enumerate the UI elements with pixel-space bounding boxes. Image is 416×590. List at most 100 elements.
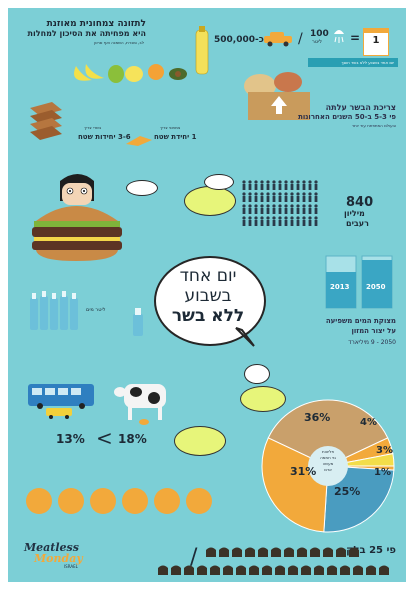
person-icon [266,216,270,226]
person-icon [254,204,258,214]
person-icon [284,180,288,190]
person-icon [296,204,300,214]
savings-banner: יום אחד בשבוע ללא בשר חוסך [308,58,398,67]
stat-dot-4 [122,488,148,514]
pie-slice [323,465,395,533]
bread-icon [197,565,207,575]
pie-center-line2: גזי חממה [320,455,336,460]
pie-label-3: 3% [376,445,393,456]
person-icon [296,216,300,226]
person-icon [242,192,246,202]
divider-slash: / [298,31,303,47]
person-icon [242,180,246,190]
water-demand-line3: 2050 - 9 מיליארד [348,339,396,346]
person-icon [302,204,306,214]
bread-icon [323,547,333,557]
glass-year-2013: 2013 [330,283,350,291]
pie-center-line1: פליטות [322,449,334,454]
central-bubble-tail [235,327,255,347]
stat-dot-3 [90,488,116,514]
bread-icon [353,565,363,575]
bread-icon [249,565,259,575]
glass-year-2050: 2050 [366,283,386,291]
person-icon [248,204,252,214]
bread-icon [206,547,216,557]
people-grid-illustration [242,180,318,226]
stat-dot-6 [186,488,212,514]
emissions-speech-bubble [174,426,226,456]
bread-row-bottom [158,565,389,575]
bread-icon [366,565,376,575]
person-icon [290,180,294,190]
person-icon [314,192,318,202]
person-icon [302,180,306,190]
bread-icon [219,547,229,557]
person-icon [314,204,318,214]
hunger-unit-line2: רעבים [346,219,369,228]
bread-icon [336,547,346,557]
bread-icon [327,565,337,575]
burger-speech-bubble [126,180,158,196]
person-icon [248,216,252,226]
person-icon [272,204,276,214]
pie-slice [267,399,389,467]
person-icon [284,192,288,202]
person-icon [290,192,294,202]
person-icon [242,216,246,226]
bread-icon [158,565,168,575]
bus-and-car-illustration [28,384,94,419]
poster: לתזונה צמחונית מאוזנת היא מפחיתה את הסיכ… [8,8,406,582]
meat-demand-title: צריכת הבשר עלתה [325,103,396,112]
pie-center-line4: אדם [324,467,332,472]
person-icon [266,180,270,190]
person-icon [260,180,264,190]
emissions-right-value: 18% [118,432,147,446]
bottles-label: ליטר מים [86,307,106,313]
person-icon [242,204,246,214]
bread-icon [297,547,307,557]
header-subtitle: היא מפחיתה את הסיכון למחלות [27,29,146,38]
bread-icon [258,547,268,557]
hunger-unit-line1: מיליון [344,209,365,218]
land-veg-text: 1 יחידת שטח [154,133,197,141]
land-meat-text: 3-6 יחידות שטח [78,133,131,141]
single-bottle-icon [133,308,143,336]
calendar-icon: 1 [363,28,389,56]
cow-illustration [114,384,166,425]
person-icon [278,192,282,202]
shower-icon [334,30,344,43]
bread-icon [275,565,285,575]
water-demand-title: מצוקת המים משפיעה [325,317,396,325]
pie-label-4: 4% [360,417,377,428]
logo-word1: Meatless [24,541,79,554]
water-demand-line2: על יצור המזון [351,327,396,335]
person-icon [260,216,264,226]
person-icon [314,180,318,190]
meatless-monday-logo: Meatless Monday ISRAEL [24,542,104,576]
bread-icon [349,547,359,557]
person-icon [308,192,312,202]
bread-icon [210,565,220,575]
stat-dot-2 [58,488,84,514]
bread-icon [232,547,242,557]
bread-icon [301,565,311,575]
central-speech-bubble [154,256,266,346]
groceries-box-illustration [244,72,310,120]
person-icon [278,204,282,214]
land-stack-illustration [30,102,62,140]
bread-icon [184,565,194,575]
pie-label-36: 36% [304,411,331,424]
bread-row-top [206,547,359,557]
person-icon [272,180,276,190]
logo-tagline: ISRAEL [64,564,78,569]
emissions-question-bubble [244,364,270,384]
person-icon [296,192,300,202]
person-icon [302,216,306,226]
bread-icon [171,565,181,575]
person-icon [284,204,288,214]
calendar-day: 1 [372,35,380,46]
burger-caption [126,196,166,216]
person-icon [308,216,312,226]
header-title: לתזונה צמחונית מאוזנת [46,19,146,29]
water-value: 100 [310,29,329,39]
